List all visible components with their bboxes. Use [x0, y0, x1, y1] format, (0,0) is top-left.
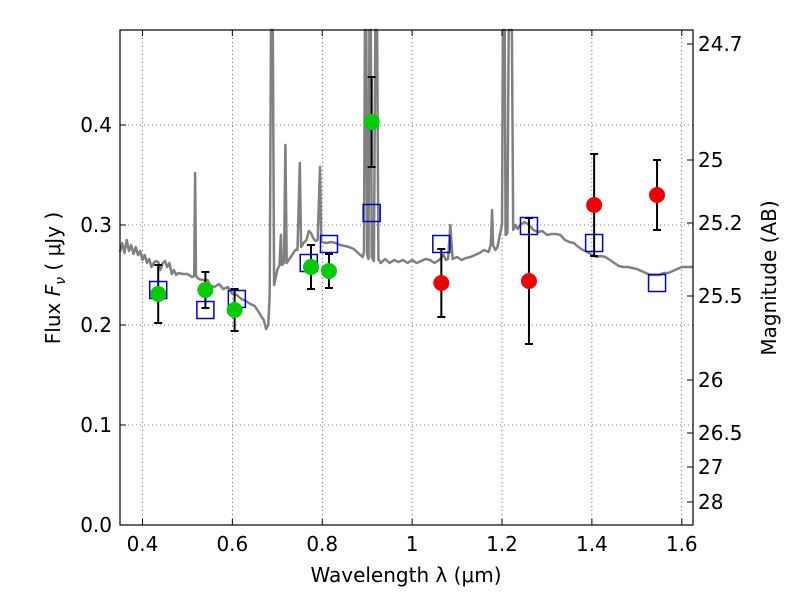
right-tick-label: 27 — [698, 455, 723, 479]
right-tick-label: 25.5 — [698, 284, 743, 308]
y-tick-label: 0.4 — [80, 113, 112, 137]
right-tick-label: 26 — [698, 368, 723, 392]
right-tick-label: 28 — [698, 490, 723, 514]
plot-frame — [119, 29, 694, 526]
model-square-marker — [432, 234, 451, 254]
model-spectrum-series — [118, 28, 693, 331]
nir-data-point — [433, 275, 450, 291]
nir-data-point — [520, 273, 537, 289]
y-tick-label: 0.1 — [80, 413, 112, 437]
model-square-marker — [647, 273, 667, 293]
x-tick-label: 1.6 — [666, 532, 698, 556]
x-tick-label: 1 — [406, 532, 419, 556]
optical-data-point — [303, 259, 319, 275]
spectrum-line — [118, 28, 693, 331]
x-tick-label: 1.4 — [576, 532, 608, 556]
y-axis-label-left: Flux Fν ( μJy ) — [41, 212, 69, 344]
optical-data-point — [197, 282, 214, 298]
optical-data-point — [363, 114, 380, 130]
model-square-marker — [519, 216, 539, 236]
right-tick-label: 26.5 — [698, 421, 743, 445]
y-axis-label-right: Magnitude (AB) — [757, 200, 781, 355]
right-tick-label: 25 — [698, 148, 723, 172]
y-label-prefix: Flux — [41, 296, 65, 344]
optical-data-point — [150, 286, 167, 302]
optical-data-point — [320, 263, 337, 279]
y-tick-label: 0.2 — [80, 313, 112, 337]
optical-data-point — [226, 302, 243, 318]
y-tick-label: 0.0 — [80, 513, 112, 537]
model-square-marker — [196, 300, 215, 320]
grid-lines — [120, 30, 693, 525]
y-label-subscript: ν — [53, 277, 69, 285]
observation-series — [150, 114, 666, 318]
x-tick-label: 0.4 — [127, 532, 159, 556]
x-tick-label: 0.6 — [216, 532, 248, 556]
y-label-symbol: F — [41, 284, 65, 296]
x-axis-label: Wavelength λ (μm) — [310, 563, 501, 587]
y-tick-label: 0.3 — [80, 213, 112, 237]
x-tick-label: 0.8 — [306, 532, 338, 556]
model-square-marker — [362, 203, 381, 223]
nir-data-point — [649, 187, 666, 203]
nir-data-point — [586, 197, 603, 213]
x-tick-label: 1.2 — [486, 532, 518, 556]
model-square-marker — [584, 233, 604, 253]
axis-ticks: 0.4 0.6 0.8 1 1.2 1.4 1.6 0.0 0.1 0.2 0.3 0.4 24.7 25… — [80, 30, 743, 556]
right-tick-label: 24.7 — [698, 32, 743, 56]
y-label-unit: ( μJy ) — [41, 212, 65, 277]
model-square-marker — [319, 234, 339, 254]
right-tick-label: 25.2 — [698, 211, 743, 235]
